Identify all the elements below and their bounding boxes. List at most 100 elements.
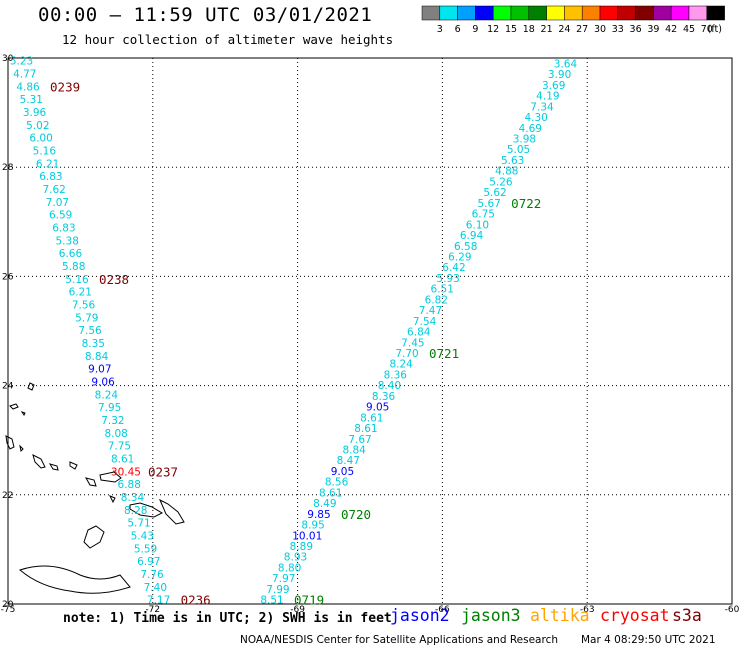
wave-height-value: 8.40 [378, 380, 401, 392]
pass-time-label: 0238 [99, 272, 129, 287]
wave-height-value: 8.61 [360, 412, 383, 424]
wave-height-value: 7.95 [98, 402, 121, 414]
wave-height-value: 5.43 [131, 530, 154, 542]
coastline-segment [32, 454, 46, 469]
satellite-cryosat-legend: cryosat [600, 606, 670, 625]
wave-height-value: 5.62 [483, 187, 506, 199]
wave-height-value: 8.49 [313, 498, 336, 510]
wave-height-value: 5.26 [489, 176, 513, 188]
wave-height-value: 8.36 [372, 391, 396, 403]
wave-height-value: 9.07 [88, 364, 111, 376]
wave-height-value: 7.40 [144, 582, 167, 594]
pass-time-label: 0720 [341, 507, 371, 522]
wave-height-value: 5.38 [56, 235, 79, 247]
wave-height-value: 7.34 [530, 101, 554, 113]
colorbar-tick-label: 21 [541, 24, 553, 35]
colorbar-tick-label: 30 [594, 24, 606, 35]
pass-time-label: 0237 [148, 464, 178, 479]
longitude-tick-label: -72 [145, 605, 160, 615]
wave-height-value: 4.69 [519, 123, 542, 135]
wave-height-value: 8.24 [389, 359, 413, 371]
wave-height-value: 7.56 [78, 325, 102, 337]
wave-height-value: 5.88 [62, 261, 85, 273]
colorbar-tick-label: 36 [630, 24, 642, 35]
wave-height-value: 8.61 [111, 453, 134, 465]
wave-height-value: 8.28 [124, 505, 147, 517]
wave-height-value: 5.05 [507, 144, 530, 156]
wave-height-value: 6.29 [448, 251, 471, 263]
coastline-segment [27, 382, 35, 391]
coastline-segment [84, 477, 97, 487]
credit-line: NOAA/NESDIS Center for Satellite Applica… [240, 634, 558, 646]
longitude-tick-label: -69 [290, 605, 305, 615]
graticule [8, 58, 732, 604]
wave-height-value: 6.10 [466, 219, 489, 231]
altimeter-track: 3.643.903.694.197.344.304.693.985.055.63… [260, 58, 577, 607]
wave-height-value: 8.84 [85, 351, 109, 363]
wave-height-value: 8.47 [337, 455, 360, 467]
wave-height-value: 6.97 [137, 556, 160, 568]
wave-height-value: 7.97 [272, 573, 295, 585]
colorbar-tick-label: 39 [647, 24, 659, 35]
footer-note: note: 1) Time is in UTC; 2) SWH is in fe… [63, 611, 392, 626]
wave-height-value: 8.80 [278, 562, 301, 574]
wave-height-value: 8.24 [95, 389, 119, 401]
colorbar-tick-label: 9 [472, 24, 478, 35]
latitude-tick-label: 30 [2, 54, 14, 64]
wave-height-value: 7.62 [42, 184, 65, 196]
wave-height-value: 5.02 [26, 120, 49, 132]
wave-height-value: 30.45 [111, 466, 141, 478]
wave-height-value: 6.59 [49, 210, 72, 222]
wave-height-value: 9.05 [331, 466, 354, 478]
latitude-tick-label: 26 [2, 272, 14, 282]
wave-height-value: 4.19 [536, 91, 559, 103]
coastline-segment [83, 525, 105, 549]
wave-height-value: 7.32 [101, 415, 124, 427]
wave-height-value: 3.69 [542, 80, 565, 92]
latitude-tick-label: 28 [2, 163, 14, 173]
coastline-segment [19, 444, 24, 453]
wave-height-value: 9.05 [366, 402, 389, 414]
longitude-tick-label: -63 [580, 605, 595, 615]
latitude-tick-label: 24 [2, 382, 14, 392]
wave-height-value: 6.83 [52, 223, 75, 235]
wave-height-value: 5.67 [477, 198, 500, 210]
coastline [5, 382, 185, 594]
latitude-tick-label: 22 [2, 491, 13, 501]
wave-height-value: 6.88 [118, 479, 141, 491]
satellite-altika-legend: altika [530, 606, 590, 625]
colorbar-tick-label: 70 [701, 24, 713, 35]
wave-height-value: 8.36 [384, 369, 408, 381]
colorbar-tick-label: 15 [505, 24, 517, 35]
wave-height-value: 6.00 [29, 133, 52, 145]
wave-height-value: 5.63 [501, 155, 524, 167]
wave-height-value: 3.96 [23, 107, 47, 119]
altimeter-track: 5.234.774.865.313.965.026.005.166.216.83… [10, 56, 211, 608]
wave-height-value: 8.93 [284, 552, 307, 564]
map-frame [7, 57, 733, 605]
coastline-segment [129, 502, 164, 518]
wave-height-value: 8.56 [325, 477, 349, 489]
latitude-tick-label: 20 [2, 600, 14, 610]
wave-height-value: 7.45 [401, 337, 424, 349]
wave-height-value: 6.75 [472, 209, 495, 221]
wave-height-value: 3.64 [554, 58, 578, 70]
colorbar-tick-label: 45 [683, 24, 695, 35]
colorbar-tick-label: 6 [455, 24, 461, 35]
colorbar-tick-label: 24 [558, 24, 570, 35]
wave-height-value: 4.88 [495, 166, 518, 178]
pass-time-label: 0722 [511, 196, 541, 211]
wave-height-value: 7.07 [46, 197, 69, 209]
wave-height-value: 6.94 [460, 230, 484, 242]
wave-height-value: 6.66 [59, 248, 83, 260]
wave-height-colorbar: 3 6 9 12 15 18 21 24 27 30 33 36 39 42 45 70(ft) [421, 5, 725, 35]
coastline-segment [18, 565, 131, 594]
colorbar-tick-label: 27 [576, 24, 588, 35]
wave-height-value: 10.01 [292, 530, 322, 542]
colorbar-swatch [706, 5, 725, 21]
wave-height-value: 8.95 [301, 520, 324, 532]
wave-height-value: 5.93 [436, 273, 459, 285]
wave-height-value: 6.21 [36, 158, 59, 170]
wave-height-value: 3.90 [548, 69, 571, 81]
colorbar-tick-label: 18 [523, 24, 535, 35]
